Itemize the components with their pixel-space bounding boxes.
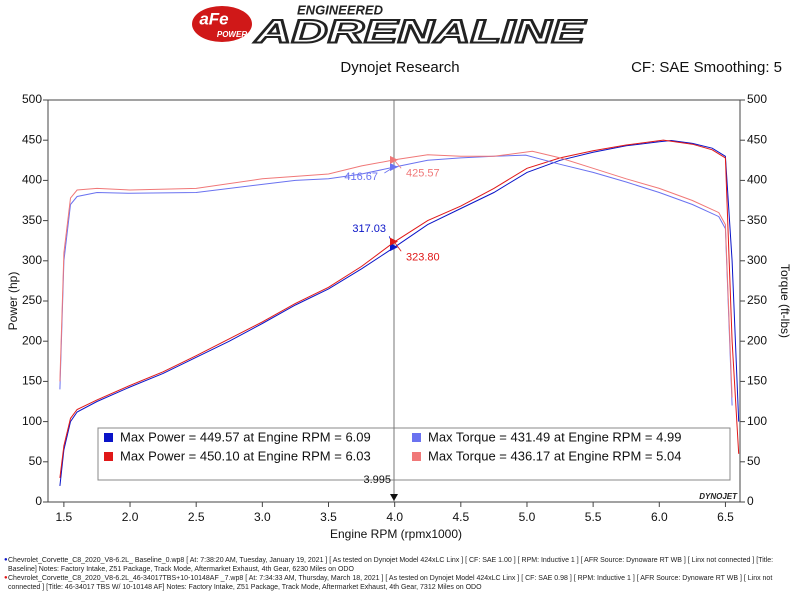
x-tick-label: 5.5 <box>585 510 602 524</box>
cursor-marker <box>390 494 398 501</box>
y2-tick-label: 150 <box>747 374 767 388</box>
y-tick-label: 150 <box>22 374 42 388</box>
cursor-value-label: 323.80 <box>406 252 440 264</box>
y-tick-label: 100 <box>22 414 42 428</box>
x-tick-label: 4.5 <box>452 510 469 524</box>
series-line <box>59 154 733 406</box>
y2-tick-label: 450 <box>747 132 767 146</box>
leader <box>393 159 402 169</box>
y2-axis-title: Torque (ft-lbs) <box>778 264 792 338</box>
x-tick-label: 2.0 <box>122 510 139 524</box>
x-tick-label: 6.0 <box>651 510 668 524</box>
tagline: ENGINEERED <box>297 2 384 17</box>
y-tick-label: 350 <box>22 213 42 227</box>
y-tick-label: 300 <box>22 253 42 267</box>
x-tick-label: 3.0 <box>254 510 271 524</box>
footer-text: Chevrolet_Corvette_C8_2020_V8-6.2L_ Base… <box>8 557 774 573</box>
y2-tick-label: 500 <box>747 92 767 106</box>
legend-label: Max Power = 449.57 at Engine RPM = 6.09 <box>120 429 371 444</box>
chart-title: Dynojet Research <box>340 59 459 76</box>
x-tick-label: 2.5 <box>188 510 205 524</box>
logo: aFe <box>199 9 228 28</box>
logo-badge <box>192 6 252 42</box>
footer-line: ● Chevrolet_Corvette_C8_2020_V8-6.2L_46-3… <box>4 574 796 592</box>
logo-sub: POWER <box>217 30 247 39</box>
cursor-label: 3.995 <box>363 474 391 486</box>
cursor-value-label: 317.03 <box>352 223 386 235</box>
x-tick-label: 1.5 <box>56 510 73 524</box>
legend-swatch <box>104 433 113 442</box>
y2-tick-label: 350 <box>747 213 767 227</box>
cursor-value-label: 425.57 <box>406 168 440 180</box>
y2-tick-label: 0 <box>747 494 754 508</box>
series-line <box>59 150 733 398</box>
watermark: DYNOJET <box>699 492 738 501</box>
legend-swatch <box>104 452 113 461</box>
x-axis-title: Engine RPM (rpmx1000) <box>330 527 462 541</box>
y-tick-label: 200 <box>22 333 42 347</box>
series-line <box>59 139 740 486</box>
chart-subtitle: CF: SAE Smoothing: 5 <box>631 59 782 76</box>
footer-text: Chevrolet_Corvette_C8_2020_V8-6.2L_46-34… <box>8 575 773 591</box>
y-tick-label: 0 <box>35 494 42 508</box>
y2-tick-label: 200 <box>747 333 767 347</box>
x-tick-label: 6.5 <box>717 510 734 524</box>
y-tick-label: 400 <box>22 173 42 187</box>
y-axis-title: Power (hp) <box>6 272 20 331</box>
cursor-value-label: 416.67 <box>344 171 378 183</box>
footer-dot: ● <box>4 557 8 563</box>
footer-line: ● Chevrolet_Corvette_C8_2020_V8-6.2L_ Bas… <box>4 556 796 574</box>
legend-label: Max Power = 450.10 at Engine RPM = 6.03 <box>120 448 371 463</box>
chart: aFe POWER ENGINEERED ADRENALINE Dynojet … <box>6 2 792 541</box>
footer-dot: ● <box>4 575 8 581</box>
y2-tick-label: 250 <box>747 293 767 307</box>
legend-label: Max Torque = 436.17 at Engine RPM = 5.04 <box>428 448 681 463</box>
y2-tick-label: 300 <box>747 253 767 267</box>
x-tick-label: 3.5 <box>320 510 337 524</box>
leader <box>384 166 395 174</box>
y-tick-label: 450 <box>22 132 42 146</box>
y-tick-label: 500 <box>22 92 42 106</box>
footer: ● Chevrolet_Corvette_C8_2020_V8-6.2L_ Bas… <box>4 556 796 592</box>
brand-name: ADRENALINE <box>253 13 587 49</box>
legend-label: Max Torque = 431.49 at Engine RPM = 4.99 <box>428 429 681 444</box>
x-tick-label: 5.0 <box>519 510 536 524</box>
x-tick-label: 4.0 <box>386 510 403 524</box>
leader <box>393 241 402 252</box>
series-line <box>59 139 740 478</box>
y2-tick-label: 50 <box>747 454 761 468</box>
y-tick-label: 50 <box>29 454 43 468</box>
y-tick-label: 250 <box>22 293 42 307</box>
legend-swatch <box>412 452 421 461</box>
legend-swatch <box>412 433 421 442</box>
y2-tick-label: 100 <box>747 414 767 428</box>
y2-tick-label: 400 <box>747 173 767 187</box>
